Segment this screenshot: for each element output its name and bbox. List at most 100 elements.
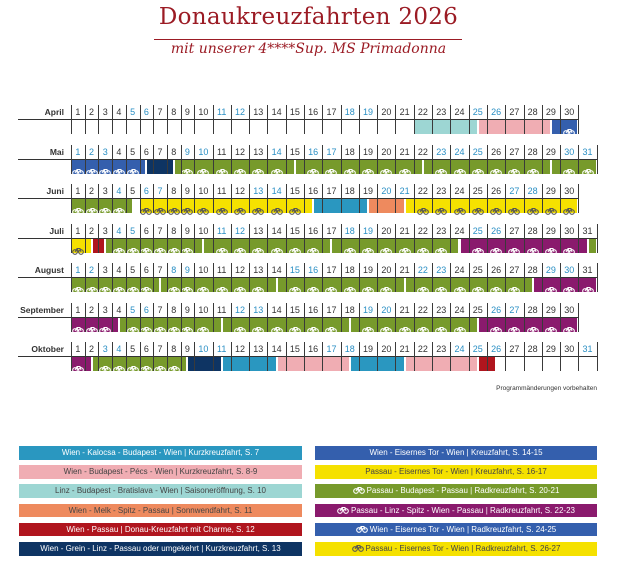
day-divider — [267, 184, 269, 213]
bike-icon — [113, 202, 125, 215]
day-divider — [340, 224, 342, 253]
day-number: 17 — [326, 226, 337, 236]
day-number: 12 — [235, 265, 246, 275]
day-divider — [285, 303, 287, 332]
day-divider — [505, 184, 507, 213]
day-divider — [139, 105, 141, 134]
day-divider — [596, 263, 598, 292]
day-divider — [139, 145, 141, 174]
day-divider — [194, 145, 196, 174]
trip-bar[interactable] — [478, 120, 550, 134]
day-divider — [112, 263, 114, 292]
day-number: 1 — [75, 305, 81, 315]
legend-label: Linz - Budapest - Bratislava - Wien | Sa… — [55, 486, 266, 496]
day-number: 10 — [198, 186, 209, 196]
day-number: 13 — [253, 265, 264, 275]
day-divider — [413, 105, 415, 134]
bike-icon — [325, 281, 338, 294]
day-number: 11 — [217, 305, 227, 315]
trip-bar[interactable] — [277, 357, 349, 371]
day-divider — [230, 184, 232, 213]
day-divider — [249, 263, 251, 292]
trip-bar[interactable] — [72, 318, 118, 332]
day-number: 3 — [102, 344, 108, 354]
month-label: Juli — [49, 226, 64, 236]
day-number: 13 — [253, 107, 264, 117]
day-number: 18 — [344, 107, 355, 117]
day-divider — [98, 184, 100, 213]
bike-icon — [307, 163, 320, 176]
day-number: 1 — [75, 226, 81, 236]
trip-bar[interactable] — [174, 160, 294, 174]
trip-bar[interactable] — [405, 357, 477, 371]
bike-icon — [563, 202, 576, 215]
day-number: 16 — [308, 147, 319, 157]
day-number: 16 — [308, 344, 319, 354]
trip-bar[interactable] — [414, 120, 477, 134]
day-number: 1 — [75, 107, 81, 117]
day-divider — [395, 145, 397, 174]
day-number: 22 — [417, 305, 428, 315]
day-number: 22 — [417, 107, 428, 117]
day-number: 24 — [454, 186, 465, 196]
day-number: 28 — [527, 344, 538, 354]
day-divider — [180, 105, 182, 134]
bike-icon — [526, 242, 539, 255]
trip-bar[interactable] — [314, 199, 368, 213]
bike-icon — [140, 360, 153, 373]
day-number: 15 — [289, 265, 300, 275]
day-number: 29 — [545, 344, 556, 354]
trip-bar[interactable] — [147, 160, 173, 174]
day-divider — [560, 303, 562, 332]
bike-icon — [99, 360, 112, 373]
bike-icon — [307, 321, 320, 334]
bike-icon — [113, 360, 125, 373]
bike-icon — [99, 202, 112, 215]
day-divider — [194, 184, 196, 213]
day-divider — [285, 145, 287, 174]
day-number: 4 — [116, 107, 122, 117]
day-number: 19 — [363, 305, 374, 315]
day-divider — [125, 105, 127, 134]
bike-icon — [140, 202, 153, 215]
day-divider — [125, 224, 127, 253]
day-number: 19 — [363, 107, 374, 117]
legend-label: Wien - Grein - Linz - Passau oder umgeke… — [40, 544, 281, 553]
day-divider — [230, 145, 232, 174]
trip-bar[interactable] — [188, 357, 221, 371]
day-divider — [267, 145, 269, 174]
day-divider — [84, 145, 86, 174]
day-number: 27 — [509, 344, 520, 354]
day-divider — [596, 342, 598, 371]
title-divider — [154, 39, 462, 40]
trip-bar[interactable] — [369, 199, 404, 213]
bike-icon — [563, 163, 576, 176]
trip-bar[interactable] — [478, 357, 496, 371]
month-divider — [18, 356, 597, 357]
day-number: 23 — [436, 265, 447, 275]
day-divider — [71, 224, 72, 253]
day-number: 9 — [184, 265, 190, 275]
trip-bar[interactable] — [588, 239, 596, 253]
bike-icon — [453, 321, 466, 334]
day-divider — [486, 145, 488, 174]
day-divider — [139, 263, 141, 292]
day-divider — [212, 263, 214, 292]
day-divider — [377, 342, 379, 371]
day-number: 30 — [564, 107, 575, 117]
day-divider — [249, 145, 251, 174]
day-divider — [112, 145, 114, 174]
day-divider — [249, 342, 251, 371]
day-divider — [358, 184, 360, 213]
bike-icon — [289, 242, 301, 255]
day-number: 5 — [130, 147, 136, 157]
day-divider — [340, 303, 342, 332]
day-divider — [596, 145, 598, 174]
legend-label: Passau - Budapest - Passau | Radkreuzfah… — [366, 486, 560, 496]
day-divider — [180, 263, 182, 292]
day-divider — [285, 263, 287, 292]
trip-bar[interactable] — [350, 357, 404, 371]
legend-label: Passau - Linz - Spitz - Wien - Passau | … — [351, 505, 575, 515]
day-number: 8 — [171, 265, 177, 275]
day-divider — [578, 342, 580, 371]
